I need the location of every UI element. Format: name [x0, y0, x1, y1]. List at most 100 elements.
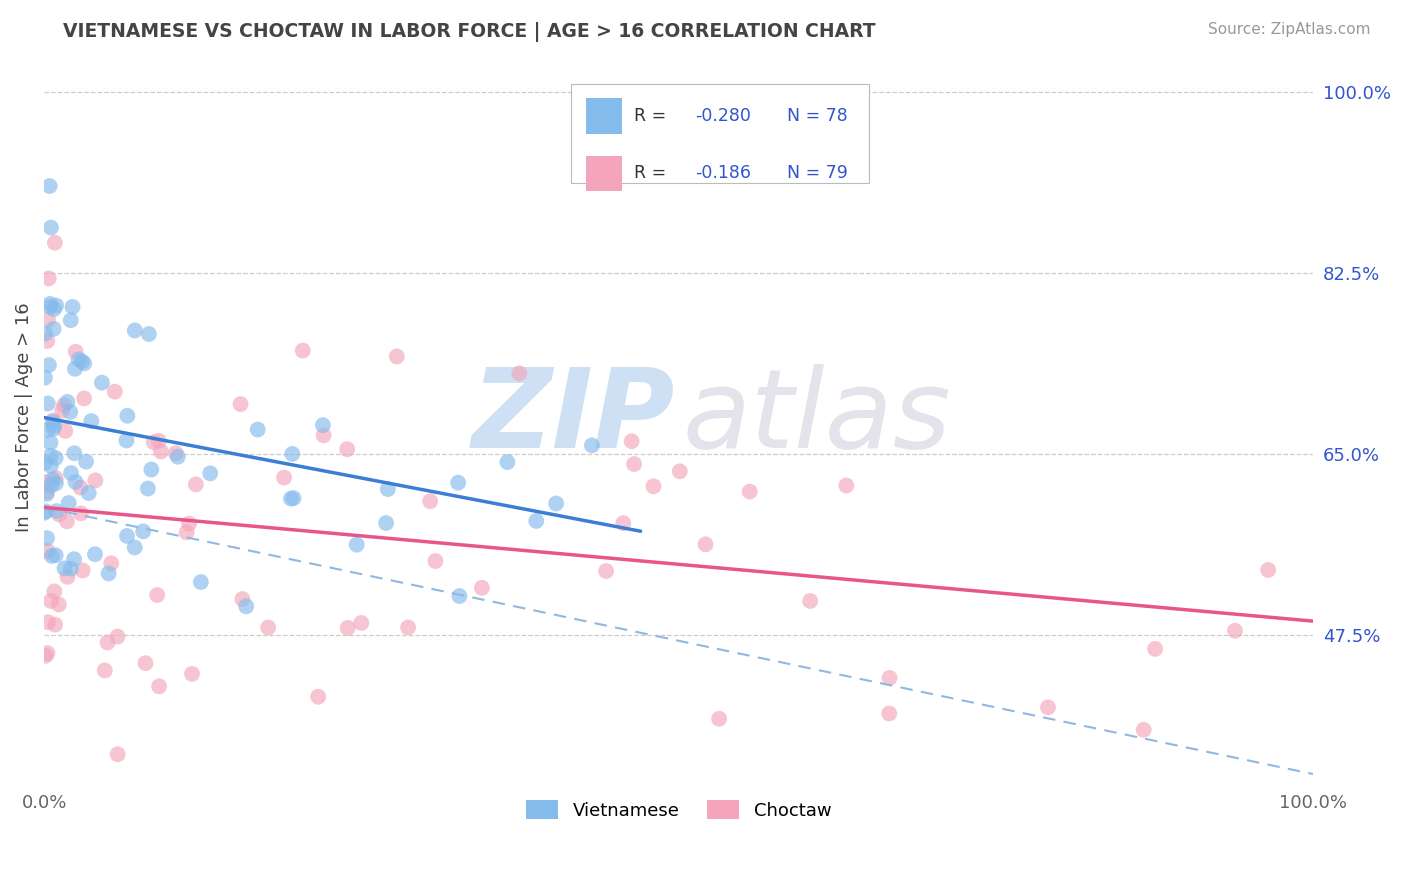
Point — [235, 599, 257, 614]
Point — [312, 428, 335, 442]
Point — [35, 485, 58, 500]
Point — [229, 397, 252, 411]
Point — [425, 554, 447, 568]
Text: N = 79: N = 79 — [786, 164, 848, 182]
Point — [45, 471, 67, 485]
Point — [45, 299, 67, 313]
Point — [73, 356, 96, 370]
Point — [94, 664, 117, 678]
Point — [41, 473, 63, 487]
Point — [124, 541, 146, 555]
Point — [104, 384, 127, 399]
Point — [39, 594, 62, 608]
Point — [45, 504, 67, 518]
Point — [97, 566, 120, 581]
Point — [1223, 624, 1246, 638]
Point — [35, 487, 58, 501]
Point — [42, 322, 65, 336]
Point — [59, 313, 82, 327]
Point — [1036, 700, 1059, 714]
Point — [148, 679, 170, 693]
Point — [39, 478, 62, 492]
Point — [879, 671, 901, 685]
Point — [42, 415, 65, 429]
Point — [44, 418, 66, 433]
Point — [146, 588, 169, 602]
Point — [1132, 723, 1154, 737]
Point — [69, 506, 91, 520]
Point — [283, 491, 305, 505]
Point — [37, 646, 59, 660]
Point — [45, 548, 67, 562]
Point — [375, 516, 398, 530]
Point — [100, 557, 122, 571]
Point — [34, 456, 56, 470]
Point — [115, 529, 138, 543]
FancyBboxPatch shape — [586, 155, 621, 191]
Point — [176, 525, 198, 540]
Point — [53, 424, 76, 438]
Point — [44, 584, 66, 599]
Point — [546, 496, 568, 510]
Point — [44, 617, 66, 632]
Point — [668, 464, 690, 478]
Point — [37, 423, 59, 437]
Text: VIETNAMESE VS CHOCTAW IN LABOR FORCE | AGE > 16 CORRELATION CHART: VIETNAMESE VS CHOCTAW IN LABOR FORCE | A… — [63, 22, 876, 42]
Point — [48, 598, 70, 612]
Point — [165, 446, 187, 460]
Text: R =: R = — [634, 107, 672, 125]
Point — [581, 438, 603, 452]
Point — [471, 581, 494, 595]
Point — [132, 524, 155, 539]
Point — [34, 475, 56, 489]
Legend: Vietnamese, Choctaw: Vietnamese, Choctaw — [519, 793, 838, 827]
Point — [42, 413, 65, 427]
Point — [184, 477, 207, 491]
FancyBboxPatch shape — [571, 84, 869, 183]
Text: ZIP: ZIP — [471, 364, 675, 471]
Point — [56, 514, 79, 528]
Point — [84, 474, 107, 488]
Point — [51, 403, 73, 417]
Point — [377, 482, 399, 496]
Point — [39, 458, 62, 473]
Point — [80, 414, 103, 428]
Point — [65, 475, 87, 489]
Point — [73, 392, 96, 406]
Text: N = 78: N = 78 — [786, 107, 848, 125]
Point — [166, 450, 188, 464]
Point — [37, 334, 59, 348]
Point — [595, 564, 617, 578]
Point — [643, 479, 665, 493]
Point — [246, 423, 269, 437]
Point — [1257, 563, 1279, 577]
Point — [59, 466, 82, 480]
Point — [257, 620, 280, 634]
Point — [307, 690, 329, 704]
Point — [53, 398, 76, 412]
Point — [799, 594, 821, 608]
Point — [44, 235, 66, 250]
Point — [117, 409, 139, 423]
Point — [385, 350, 408, 364]
Point — [59, 561, 82, 575]
Point — [34, 370, 56, 384]
Point — [77, 486, 100, 500]
Point — [72, 564, 94, 578]
Point — [877, 706, 900, 721]
Point — [291, 343, 314, 358]
Point — [190, 575, 212, 590]
Point — [75, 455, 97, 469]
Point — [695, 537, 717, 551]
Point — [181, 666, 204, 681]
Point — [350, 615, 373, 630]
Point — [148, 434, 170, 448]
Point — [115, 434, 138, 448]
Point — [496, 455, 519, 469]
Point — [58, 496, 80, 510]
Text: Source: ZipAtlas.com: Source: ZipAtlas.com — [1208, 22, 1371, 37]
Point — [90, 376, 112, 390]
Point — [69, 481, 91, 495]
Point — [273, 470, 295, 484]
Point — [96, 635, 118, 649]
